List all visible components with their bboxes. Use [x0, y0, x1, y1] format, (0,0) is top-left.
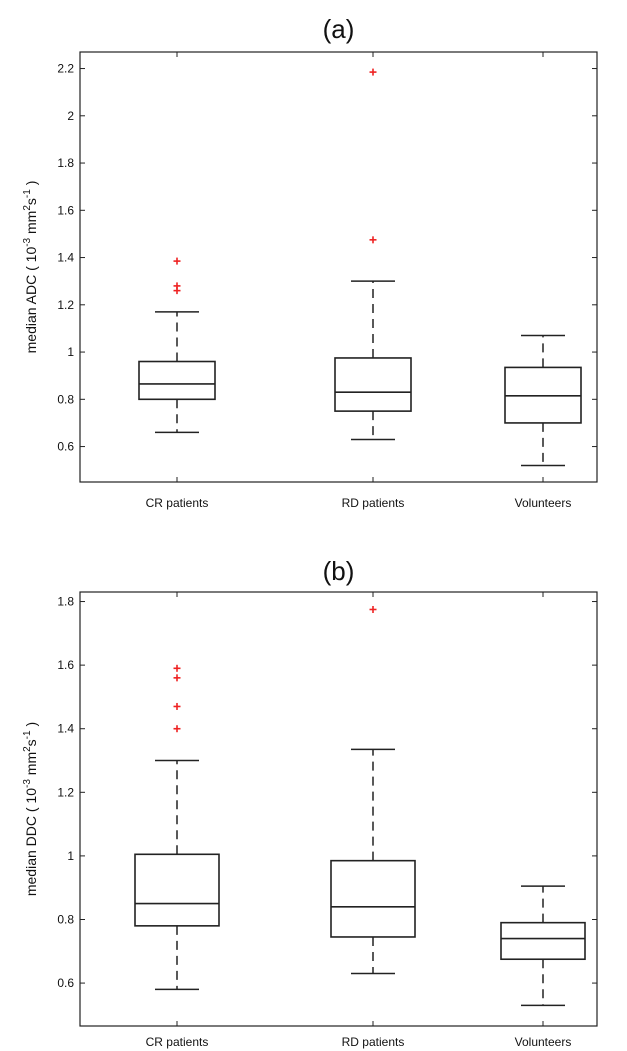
- y-tick-label: 1.6: [57, 203, 74, 217]
- y-tick-label: 2.2: [57, 62, 74, 76]
- x-category-label: Volunteers: [515, 1035, 572, 1049]
- box-volunteers: Volunteers: [504, 52, 582, 510]
- x-category-label: CR patients: [146, 496, 209, 510]
- y-tick-label: 0.8: [57, 912, 74, 926]
- x-category-label: Volunteers: [515, 496, 572, 510]
- y-tick-label: 0.8: [57, 392, 74, 406]
- box-iqr: [334, 357, 412, 412]
- y-tick-label: 1.8: [57, 156, 74, 170]
- y-tick-label: 1.4: [57, 251, 74, 265]
- box-rd-patients: RD patients: [334, 52, 412, 510]
- y-tick-label: 1.6: [57, 658, 74, 672]
- outlier-point: [173, 674, 181, 682]
- chart-panel-0: (a) 0.6 0.8 1 1.2 1.4 1.6 1.8 2 2.2 median ADC ( 1…: [22, 14, 598, 510]
- box-cr-patients: CR patients: [138, 52, 216, 510]
- outlier-point: [369, 236, 377, 244]
- plot-frame: [79, 51, 598, 483]
- x-category-label: RD patients: [342, 1035, 405, 1049]
- outlier-point: [173, 282, 181, 290]
- y-tick-label: 1: [67, 849, 74, 863]
- outlier-point: [369, 605, 377, 613]
- y-axis-label: median ADC ( 10-3 mm2s-1 ): [22, 181, 39, 354]
- outlier-point: [173, 257, 181, 265]
- chart-panel-1: (b) 0.6 0.8 1 1.2 1.4 1.6 1.8 median DDC ( 10-3 …: [22, 556, 598, 1049]
- outlier-point: [173, 702, 181, 710]
- y-tick-label: 0.6: [57, 976, 74, 990]
- y-axis-label: median DDC ( 10-3 mm2s-1 ): [22, 722, 39, 896]
- outlier-point: [173, 664, 181, 672]
- y-tick-label: 2: [67, 109, 74, 123]
- y-tick-label: 0.6: [57, 440, 74, 454]
- y-tick-label: 1.4: [57, 722, 74, 736]
- box-cr-patients: CR patients: [134, 592, 220, 1049]
- plot-frame: [79, 591, 598, 1027]
- box-iqr: [500, 921, 586, 961]
- y-tick-label: 1.2: [57, 785, 74, 799]
- box-iqr: [134, 853, 220, 927]
- box-iqr: [138, 360, 216, 401]
- outlier-point: [173, 725, 181, 733]
- x-category-label: CR patients: [146, 1035, 209, 1049]
- y-tick-label: 1.8: [57, 595, 74, 609]
- box-rd-patients: RD patients: [330, 592, 416, 1049]
- x-category-label: RD patients: [342, 496, 405, 510]
- box-iqr: [330, 859, 416, 938]
- y-tick-label: 1: [67, 345, 74, 359]
- y-tick-label: 1.2: [57, 298, 74, 312]
- outlier-point: [369, 68, 377, 76]
- chart-title: (a): [323, 14, 355, 44]
- box-volunteers: Volunteers: [500, 592, 586, 1049]
- chart-title: (b): [323, 556, 355, 586]
